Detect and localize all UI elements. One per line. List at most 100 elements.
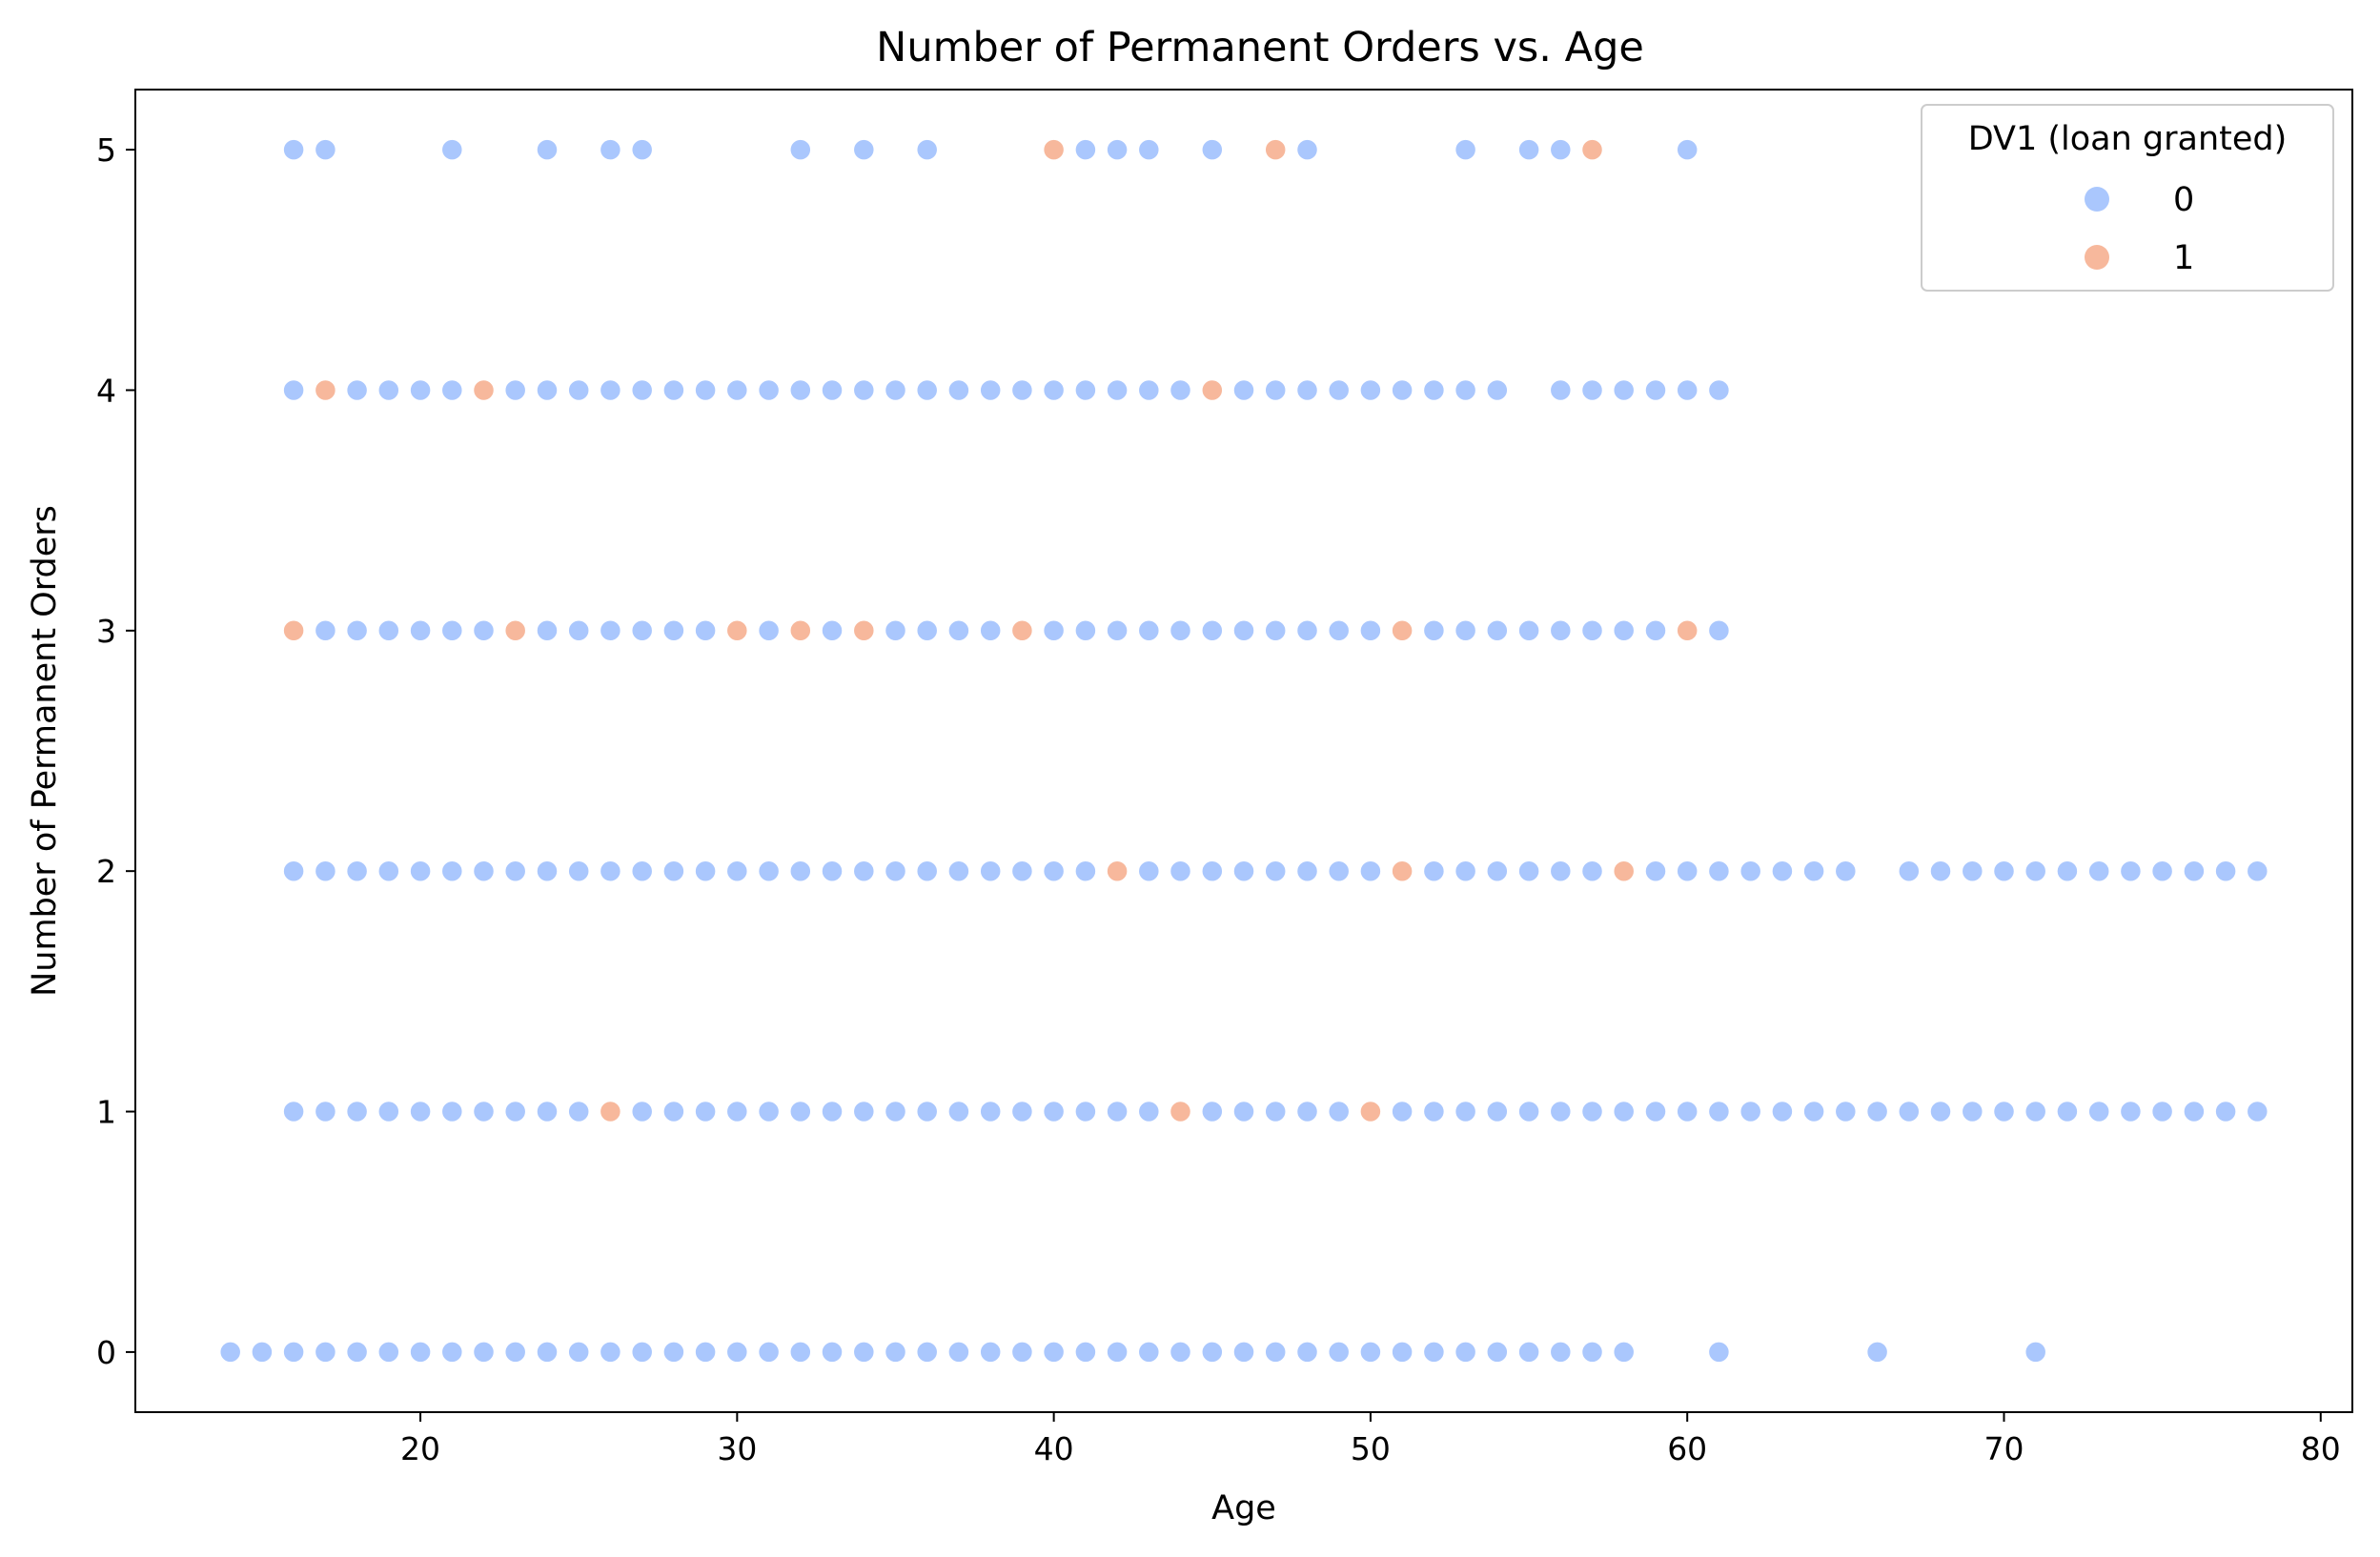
data-point-series-0-115 (503, 859, 527, 882)
data-point-series-0-134 (1137, 859, 1161, 882)
data-point-series-1-16 (1201, 378, 1224, 402)
data-point-series-0-145 (1517, 859, 1540, 882)
data-point-series-0-55 (503, 1100, 527, 1123)
data-point-series-0-252 (630, 138, 654, 161)
data-point-series-0-201 (1580, 619, 1604, 642)
data-point-series-0-45 (1707, 1341, 1731, 1364)
data-point-series-0-119 (630, 859, 654, 882)
data-point-series-0-98 (1961, 1100, 1984, 1123)
data-point-series-1-14 (314, 378, 337, 402)
data-point-series-0-234 (1295, 378, 1319, 402)
data-point-series-0-10 (536, 1341, 559, 1364)
data-point-series-0-152 (1771, 859, 1794, 882)
data-point-series-0-251 (599, 138, 622, 161)
data-point-series-0-42 (1549, 1341, 1573, 1364)
data-point-series-0-114 (472, 859, 496, 882)
data-point-series-0-5 (377, 1341, 400, 1364)
data-point-series-1-11 (1010, 619, 1034, 642)
data-point-series-0-228 (1074, 378, 1097, 402)
data-point-series-0-216 (694, 378, 717, 402)
data-point-series-0-186 (1074, 619, 1097, 642)
x-tick-label-0: 20 (400, 1430, 440, 1467)
data-point-series-0-6 (409, 1341, 432, 1364)
data-point-series-0-49 (314, 1100, 337, 1123)
data-point-series-1-9 (789, 619, 812, 642)
data-point-series-0-162 (2119, 859, 2143, 882)
data-point-series-0-27 (1074, 1341, 1097, 1364)
data-point-series-0-54 (472, 1100, 496, 1123)
data-point-series-0-59 (662, 1100, 685, 1123)
data-point-series-0-14 (662, 1341, 685, 1364)
data-point-series-0-141 (1359, 859, 1382, 882)
data-point-series-0-188 (1137, 619, 1161, 642)
data-point-series-0-194 (1327, 619, 1351, 642)
data-point-series-0-23 (947, 1341, 970, 1364)
data-point-series-0-78 (1295, 1100, 1319, 1123)
y-axis-label: Number of Permanent Orders (26, 505, 64, 997)
data-point-series-0-218 (757, 378, 781, 402)
data-point-series-0-264 (1676, 138, 1699, 161)
data-point-series-1-6 (282, 619, 305, 642)
data-point-series-0-168 (345, 619, 369, 642)
data-point-series-0-211 (536, 378, 559, 402)
data-point-series-0-120 (662, 859, 685, 882)
data-point-series-0-230 (1137, 378, 1161, 402)
data-point-series-0-262 (1517, 138, 1540, 161)
data-point-series-0-104 (2150, 1100, 2174, 1123)
data-point-series-0-130 (979, 859, 1002, 882)
data-point-series-0-24 (979, 1341, 1002, 1364)
data-point-series-0-46 (1865, 1341, 1889, 1364)
data-point-series-0-247 (282, 138, 305, 161)
data-point-series-0-210 (503, 378, 527, 402)
data-point-series-0-215 (662, 378, 685, 402)
data-point-series-0-217 (725, 378, 749, 402)
y-tick-label-3: 3 (96, 613, 116, 650)
data-point-series-0-236 (1359, 378, 1382, 402)
data-point-series-0-213 (599, 378, 622, 402)
data-point-series-0-199 (1517, 619, 1540, 642)
data-point-series-0-88 (1644, 1100, 1667, 1123)
data-point-series-0-147 (1580, 859, 1604, 882)
data-point-series-0-76 (1232, 1100, 1255, 1123)
data-point-series-0-136 (1201, 859, 1224, 882)
legend-title: DV1 (loan granted) (1968, 120, 2288, 158)
data-point-series-0-189 (1169, 619, 1192, 642)
data-point-series-0-94 (1834, 1100, 1858, 1123)
data-point-series-0-3 (314, 1341, 337, 1364)
data-point-series-0-113 (440, 859, 464, 882)
data-point-series-0-121 (694, 859, 717, 882)
data-point-series-0-148 (1644, 859, 1667, 882)
data-point-series-0-97 (1929, 1100, 1952, 1123)
data-point-series-0-73 (1106, 1100, 1129, 1123)
data-point-series-0-142 (1422, 859, 1446, 882)
data-point-series-0-173 (536, 619, 559, 642)
data-point-series-0-72 (1074, 1100, 1097, 1123)
data-point-series-0-240 (1486, 378, 1509, 402)
data-point-series-0-4 (345, 1341, 369, 1364)
data-point-series-0-32 (1232, 1341, 1255, 1364)
data-point-series-0-255 (915, 138, 939, 161)
data-point-series-0-192 (1264, 619, 1287, 642)
data-point-series-0-195 (1359, 619, 1382, 642)
data-point-series-0-93 (1802, 1100, 1825, 1123)
data-point-series-0-39 (1454, 1341, 1477, 1364)
data-point-series-0-95 (1865, 1100, 1889, 1123)
data-point-series-0-108 (282, 859, 305, 882)
data-point-series-0-256 (1074, 138, 1097, 161)
data-point-series-0-244 (1644, 378, 1667, 402)
data-point-series-0-235 (1327, 378, 1351, 402)
y-tick-label-4: 4 (96, 372, 116, 409)
data-point-series-0-167 (314, 619, 337, 642)
data-point-series-1-0 (599, 1100, 622, 1123)
data-point-series-0-202 (1612, 619, 1636, 642)
data-point-series-0-203 (1644, 619, 1667, 642)
data-point-series-0-180 (821, 619, 844, 642)
data-point-series-0-238 (1422, 378, 1446, 402)
data-point-series-1-1 (1169, 1100, 1192, 1123)
data-point-series-0-66 (884, 1100, 907, 1123)
data-point-series-0-31 (1201, 1341, 1224, 1364)
data-point-series-0-2 (282, 1341, 305, 1364)
data-point-series-0-60 (694, 1100, 717, 1123)
data-point-series-0-105 (2183, 1100, 2206, 1123)
data-point-series-0-19 (821, 1341, 844, 1364)
